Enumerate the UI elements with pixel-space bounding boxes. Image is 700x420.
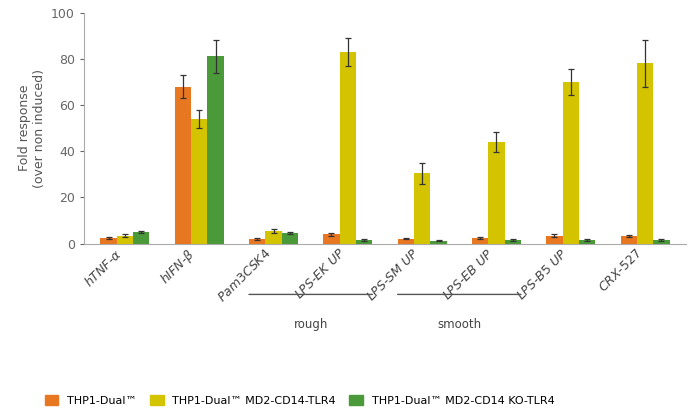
- Bar: [133, 232, 149, 244]
- Bar: [637, 63, 653, 244]
- Bar: [191, 119, 207, 244]
- Bar: [546, 236, 563, 244]
- Bar: [281, 233, 298, 244]
- Bar: [414, 173, 430, 244]
- Bar: [563, 82, 579, 244]
- Bar: [356, 240, 372, 244]
- Bar: [430, 241, 447, 244]
- Bar: [175, 87, 191, 244]
- Bar: [489, 142, 505, 244]
- Bar: [340, 52, 356, 244]
- Bar: [621, 236, 637, 244]
- Bar: [323, 234, 340, 244]
- Bar: [505, 240, 521, 244]
- Y-axis label: Fold response
(over non induced): Fold response (over non induced): [18, 68, 46, 188]
- Bar: [117, 236, 133, 244]
- Bar: [265, 231, 281, 244]
- Text: smooth: smooth: [438, 318, 482, 331]
- Bar: [249, 239, 265, 244]
- Bar: [207, 56, 224, 244]
- Bar: [579, 240, 595, 244]
- Bar: [100, 238, 117, 244]
- Bar: [653, 240, 670, 244]
- Text: rough: rough: [293, 318, 328, 331]
- Legend: THP1-Dual™, THP1-Dual™ MD2-CD14-TLR4, THP1-Dual™ MD2-CD14 KO-TLR4: THP1-Dual™, THP1-Dual™ MD2-CD14-TLR4, TH…: [41, 391, 559, 410]
- Bar: [472, 238, 489, 244]
- Bar: [398, 239, 414, 244]
